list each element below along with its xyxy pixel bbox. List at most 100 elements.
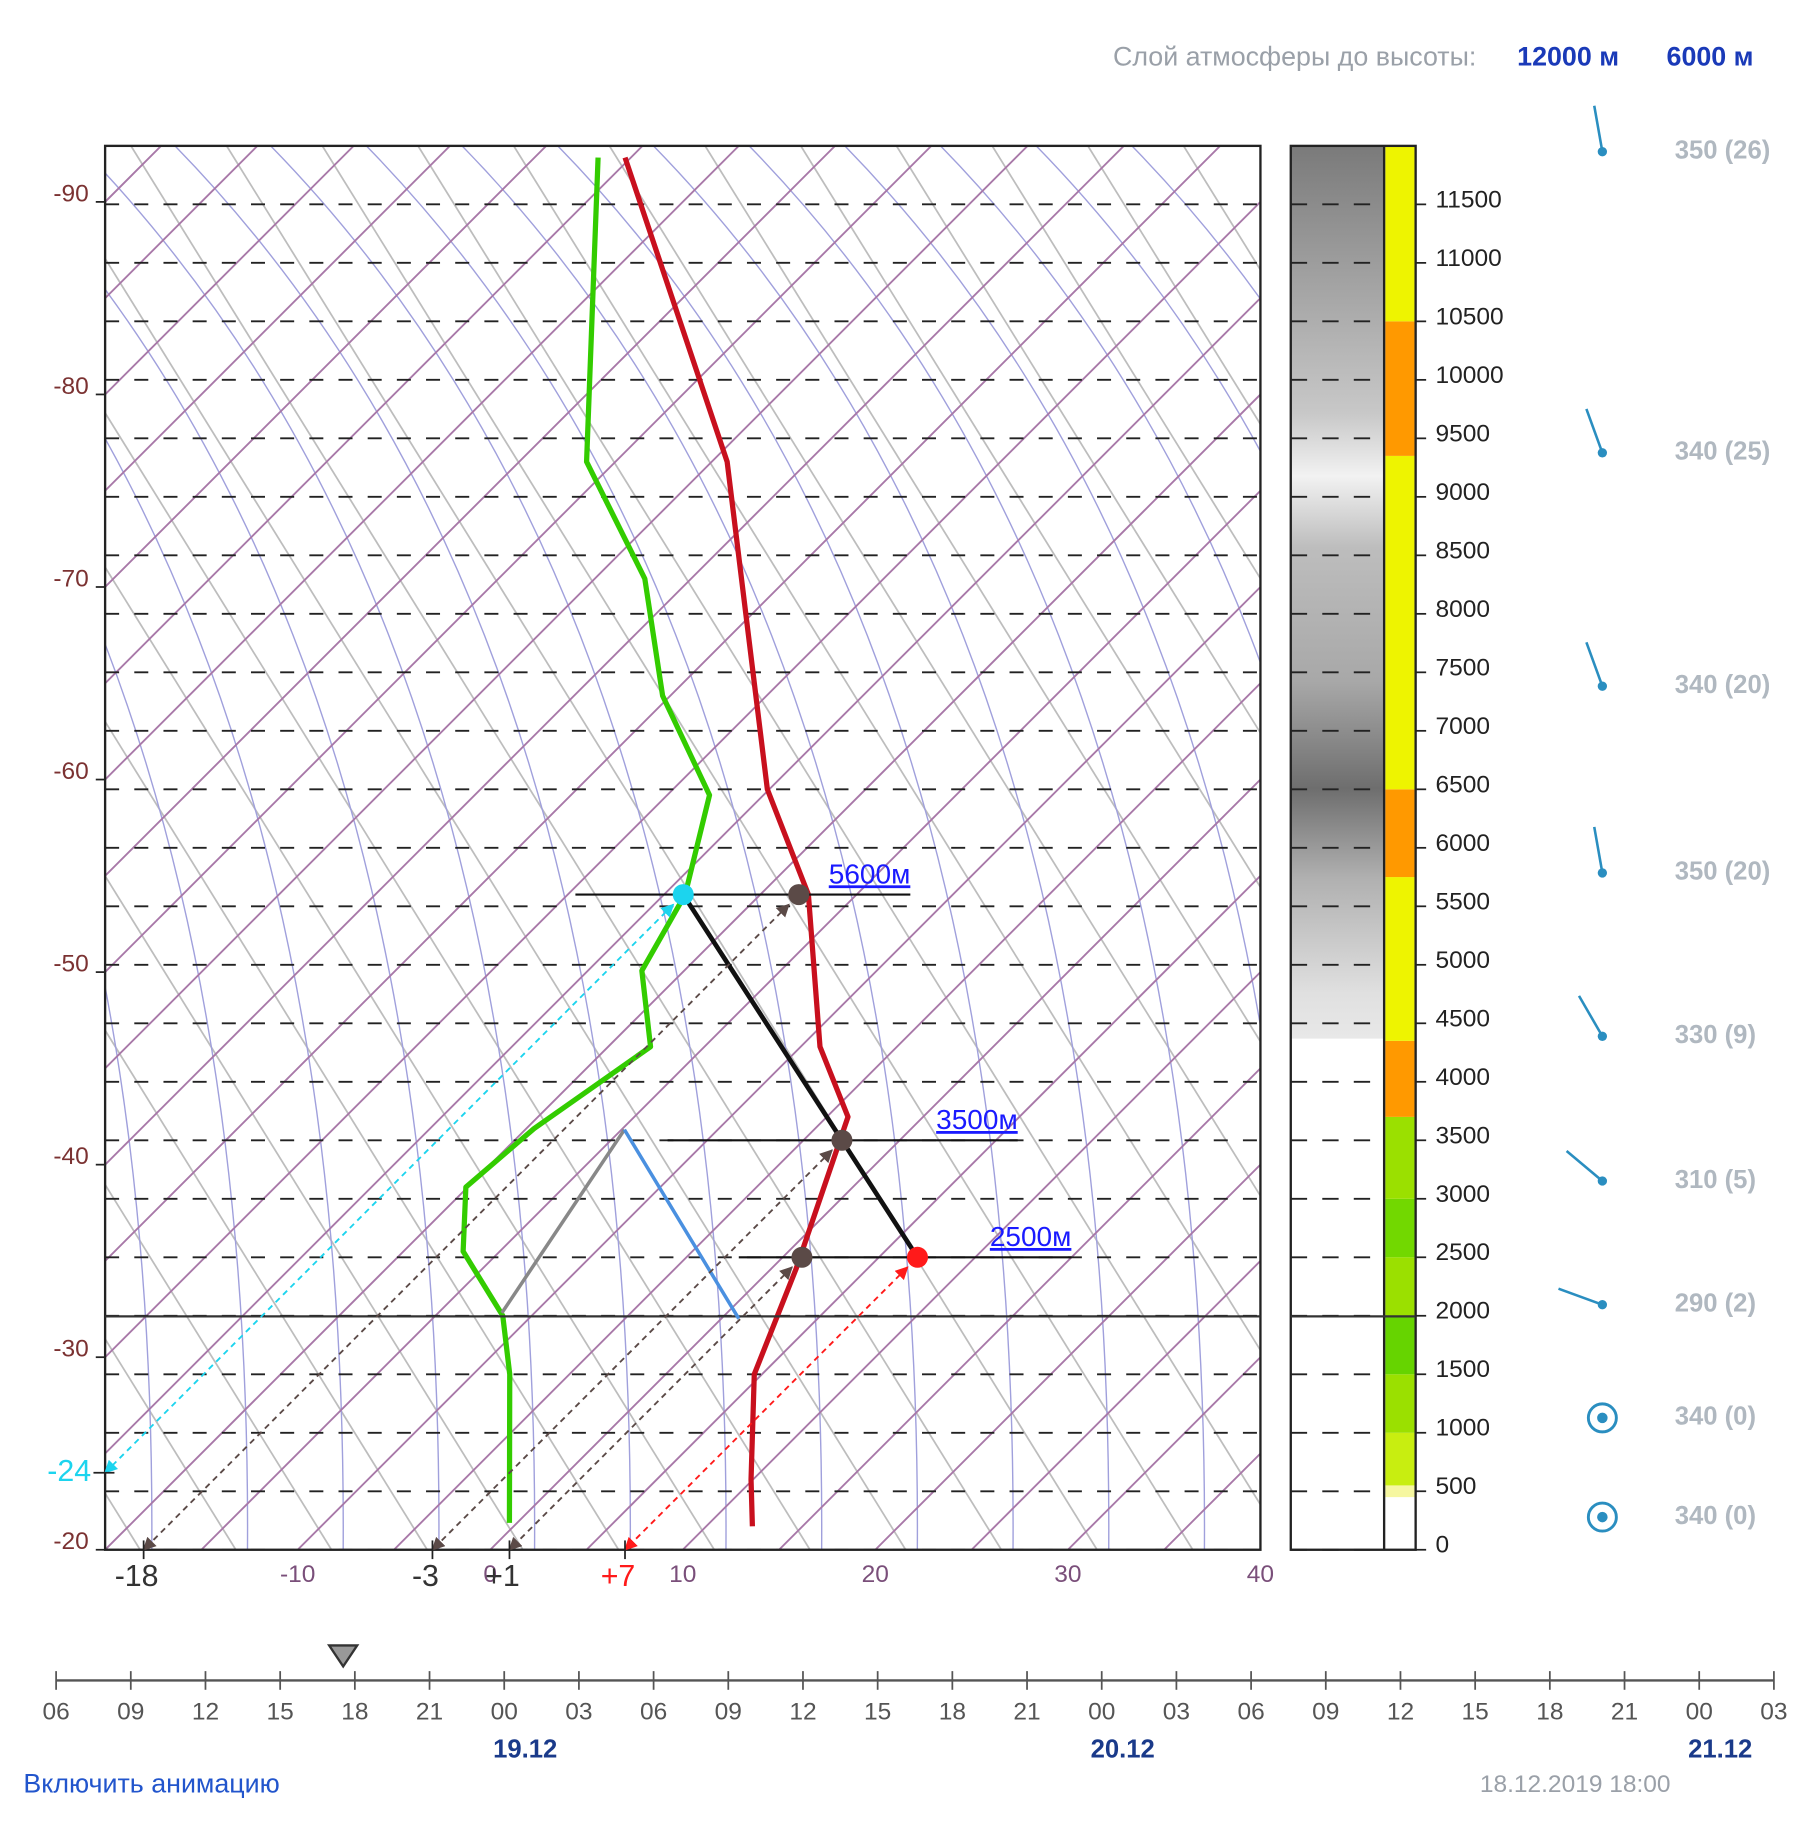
- timeline-label[interactable]: 18: [1536, 1699, 1563, 1726]
- timeline-label[interactable]: 03: [565, 1699, 592, 1726]
- y2-tick-label: 3000: [1435, 1181, 1490, 1208]
- wind-calm-dot: [1597, 1511, 1608, 1523]
- x-tick-label: 0: [483, 1561, 497, 1588]
- timeline-label[interactable]: 00: [491, 1699, 518, 1726]
- y2-tick-label: 11500: [1435, 186, 1501, 213]
- time-slider[interactable]: [326, 1644, 360, 1669]
- reading-point: [672, 884, 694, 906]
- isotherm-label: -60: [53, 758, 88, 785]
- wind-barb: [1585, 641, 1604, 687]
- timestamp: 18.12.2019 18:00: [1480, 1771, 1671, 1798]
- isotherm: [105, 145, 1029, 1070]
- timeline-label[interactable]: 21: [1013, 1699, 1040, 1726]
- timeline-date: 19.12: [493, 1735, 557, 1763]
- wind-barb: [1565, 1150, 1604, 1182]
- timeline-label[interactable]: 09: [1312, 1699, 1339, 1726]
- timeline-label[interactable]: 12: [192, 1699, 219, 1726]
- reading-label: +7: [601, 1560, 636, 1593]
- level-label: 5600м: [829, 858, 911, 889]
- moist-adiabat: [556, 145, 1014, 1550]
- y2-tick-label: 5000: [1435, 947, 1490, 974]
- timeline-label[interactable]: 21: [416, 1699, 443, 1726]
- timeline-label[interactable]: 15: [1462, 1699, 1489, 1726]
- reading-arrow: [104, 903, 675, 1474]
- timeline-label[interactable]: 00: [1686, 1699, 1713, 1726]
- timeline-label[interactable]: 03: [1760, 1699, 1787, 1726]
- timeline-label[interactable]: 12: [1387, 1699, 1414, 1726]
- dry-adiabat: [1182, 145, 1261, 272]
- y2-tick-label: 7000: [1435, 713, 1490, 740]
- layer-option[interactable]: 6000 м: [1667, 41, 1754, 71]
- wind-dot: [1597, 1176, 1608, 1186]
- y2-tick-label: 10000: [1435, 362, 1503, 389]
- y2-tick-label: 9500: [1435, 420, 1490, 447]
- wind-label: 340 (0): [1675, 1403, 1756, 1431]
- y2-tick-label: 8500: [1435, 537, 1490, 564]
- dry-adiabat: [1566, 146, 1809, 1550]
- isotherm: [105, 145, 1125, 1166]
- animation-link[interactable]: Включить анимацию: [23, 1769, 279, 1799]
- wind-label: 330 (9): [1675, 1021, 1756, 1049]
- timeline-label[interactable]: 06: [640, 1699, 667, 1726]
- overlay: 2500м 3500м 5600м: [104, 858, 1071, 1551]
- isotherm: [105, 145, 355, 396]
- y2-tick-label: 2500: [1435, 1239, 1490, 1266]
- moist-adiabat: [652, 145, 1110, 1550]
- wind-label: 310 (5): [1675, 1166, 1756, 1194]
- level-label: 3500м: [936, 1104, 1018, 1135]
- wind-barb: [1592, 105, 1604, 152]
- wind-dot: [1597, 448, 1608, 458]
- wind-barb: [1577, 995, 1604, 1037]
- x-tick-label: 20: [862, 1561, 889, 1588]
- y2-tick-label: 7500: [1435, 654, 1490, 681]
- timeline-label[interactable]: 09: [715, 1699, 742, 1726]
- y2-tick-label: 9000: [1435, 479, 1490, 506]
- reading-label: -3: [412, 1560, 439, 1593]
- timeline-label[interactable]: 12: [789, 1699, 816, 1726]
- timeline-label[interactable]: 06: [1237, 1699, 1264, 1726]
- timeline-label[interactable]: 18: [341, 1699, 368, 1726]
- wind-barb: [1585, 408, 1604, 454]
- column: [1290, 145, 1415, 1551]
- dry-adiabat: [1087, 145, 1261, 426]
- wind-label: 340 (0): [1675, 1502, 1756, 1530]
- wind-label: 340 (20): [1675, 671, 1771, 699]
- reading-point: [906, 1246, 928, 1268]
- wind-label: 290 (2): [1675, 1289, 1756, 1317]
- moist-adiabat: [939, 145, 1261, 665]
- dry-adiabat: [1471, 146, 1809, 1550]
- wind-label: 350 (20): [1675, 858, 1771, 886]
- wind-label: 340 (25): [1675, 438, 1771, 466]
- timeline-label[interactable]: 18: [939, 1699, 966, 1726]
- isotherm-label: -40: [53, 1143, 88, 1170]
- reading-label: -18: [115, 1560, 159, 1593]
- y2-tick-label: 500: [1435, 1473, 1476, 1500]
- column-band: [1385, 1374, 1415, 1433]
- timeline-label[interactable]: 15: [267, 1699, 294, 1726]
- timeline-label[interactable]: 09: [117, 1699, 144, 1726]
- isotherm: [105, 145, 451, 493]
- timeline-label[interactable]: 00: [1088, 1699, 1115, 1726]
- timeline-label[interactable]: 21: [1611, 1699, 1638, 1726]
- column-band: [1385, 1485, 1415, 1498]
- column-band: [1385, 321, 1415, 456]
- reading-point: [791, 1246, 813, 1268]
- x-tick-label: 40: [1247, 1561, 1274, 1588]
- timeline-date: 20.12: [1091, 1735, 1155, 1763]
- layer-option[interactable]: 12000 м: [1517, 41, 1619, 71]
- y2-tick-label: 5500: [1435, 888, 1490, 915]
- wind-dot: [1597, 868, 1608, 878]
- x-tick-label: 30: [1054, 1561, 1081, 1588]
- isotherm-label: -20: [53, 1528, 88, 1555]
- reading-label: -24: [47, 1455, 91, 1488]
- wind-dot: [1597, 1300, 1608, 1310]
- column-band: [1385, 1040, 1415, 1117]
- timeline-label[interactable]: 03: [1163, 1699, 1190, 1726]
- timeline-label[interactable]: 15: [864, 1699, 891, 1726]
- timeline-label[interactable]: 06: [42, 1699, 69, 1726]
- y2-tick-label: 0: [1435, 1532, 1449, 1559]
- cloud-shading: [1290, 145, 1385, 1039]
- timeline-date: 21.12: [1688, 1735, 1752, 1763]
- column-band: [1385, 455, 1415, 790]
